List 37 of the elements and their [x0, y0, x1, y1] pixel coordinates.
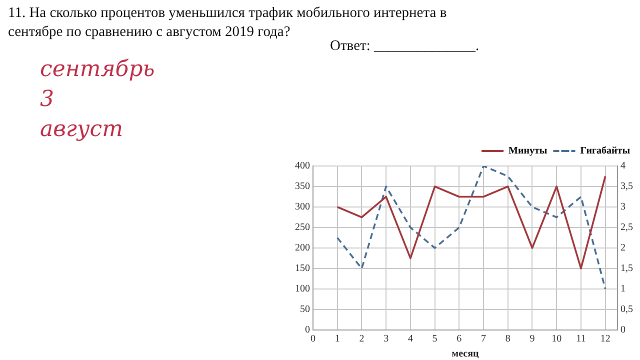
y2-tick-label: 3,5 — [620, 181, 633, 192]
y-tick-label: 250 — [295, 222, 310, 234]
x-tick-label: 5 — [432, 334, 438, 345]
x-tick-label: 10 — [552, 334, 562, 345]
y-tick-label: 200 — [295, 242, 310, 254]
x-tick-label: 7 — [481, 334, 486, 345]
y2-tick-label: 2 — [620, 242, 626, 254]
x-tick-label: 2 — [359, 334, 364, 345]
y2-tick-label: 1 — [620, 284, 626, 295]
x-axis-title: месяц — [452, 348, 479, 360]
y-tick-label: 150 — [295, 263, 310, 274]
x-tick-label: 9 — [530, 334, 535, 345]
y-tick-label: 400 — [295, 160, 310, 172]
text: Ответ: ______________. — [330, 38, 480, 55]
y2-tick-label: 3 — [620, 202, 626, 213]
text: сентябрь 3 август — [40, 56, 155, 144]
legend-label: Гигабайты — [580, 146, 630, 157]
y2-tick-label: 4 — [620, 160, 626, 172]
y2-tick-label: 0,5 — [620, 304, 633, 316]
x-tick-label: 11 — [576, 334, 586, 345]
x-tick-label: 12 — [600, 334, 610, 345]
legend-label: Минуты — [508, 146, 548, 157]
x-tick-label: 1 — [334, 334, 340, 345]
x-tick-label: 6 — [456, 334, 462, 345]
y2-tick-label: 2,5 — [620, 222, 633, 234]
y-tick-label: 50 — [300, 304, 310, 316]
y2-tick-label: 0 — [620, 324, 626, 336]
y-tick-label: 0 — [305, 324, 310, 336]
x-tick-label: 4 — [408, 334, 413, 345]
chart-title: 11. На сколько процентов уменьшился трафик мобильного интернета в сентябре по сравнению с августом 2019 года? — [8, 5, 447, 40]
y2-tick-label: 1,5 — [620, 263, 633, 274]
y-tick-label: 300 — [295, 202, 310, 213]
y-tick-label: 100 — [295, 284, 310, 295]
x-tick-label: 8 — [505, 334, 510, 345]
y-tick-label: 350 — [295, 181, 310, 192]
x-tick-label: 3 — [384, 334, 389, 345]
line-series — [336, 166, 606, 290]
